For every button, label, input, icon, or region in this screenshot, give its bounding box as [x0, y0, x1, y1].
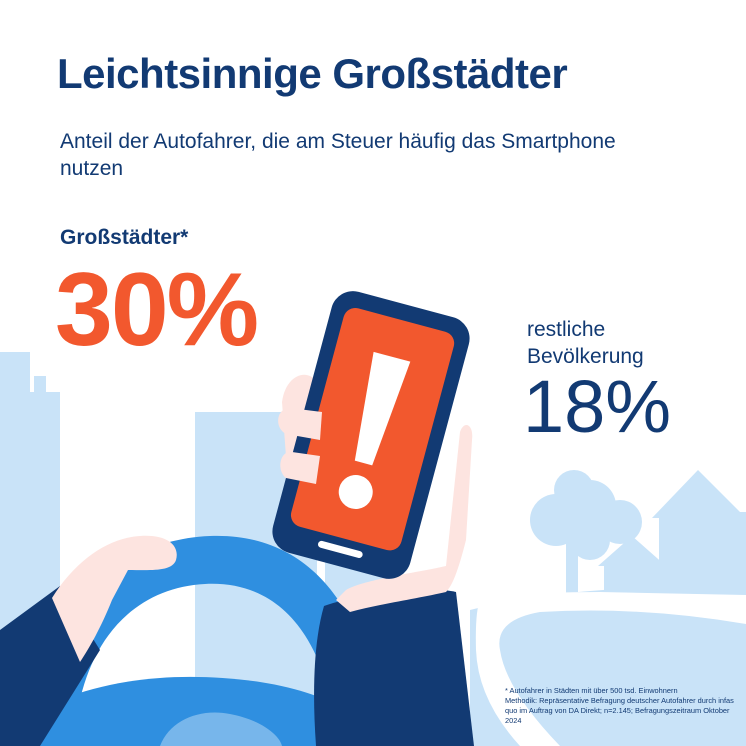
house-small [598, 536, 666, 592]
ground [470, 585, 746, 746]
footnote-definition: * Autofahrer in Städten mit über 500 tsd… [505, 686, 678, 695]
road [475, 592, 746, 746]
page-subtitle: Anteil der Autofahrer, die am Steuer häu… [60, 130, 616, 180]
hand-fingers [278, 408, 322, 484]
rest-population-percentage: 18% [523, 365, 672, 448]
page-title: Leichtsinnige Großstädter [57, 50, 568, 97]
rest-population-label: restliche Bevölkerung [527, 318, 644, 368]
city-drivers-percentage: 30% [55, 252, 259, 368]
left-arm [0, 535, 177, 746]
tree [530, 470, 642, 596]
footnote: * Autofahrer in Städten mit über 500 tsd… [505, 686, 737, 726]
city-drivers-label: Großstädter* [60, 226, 189, 249]
footnote-methodology: Methodik: Repräsentative Befragung deuts… [505, 696, 734, 725]
smartphone [272, 291, 470, 579]
exclamation-mark-icon [338, 351, 411, 509]
right-arm [314, 589, 474, 746]
